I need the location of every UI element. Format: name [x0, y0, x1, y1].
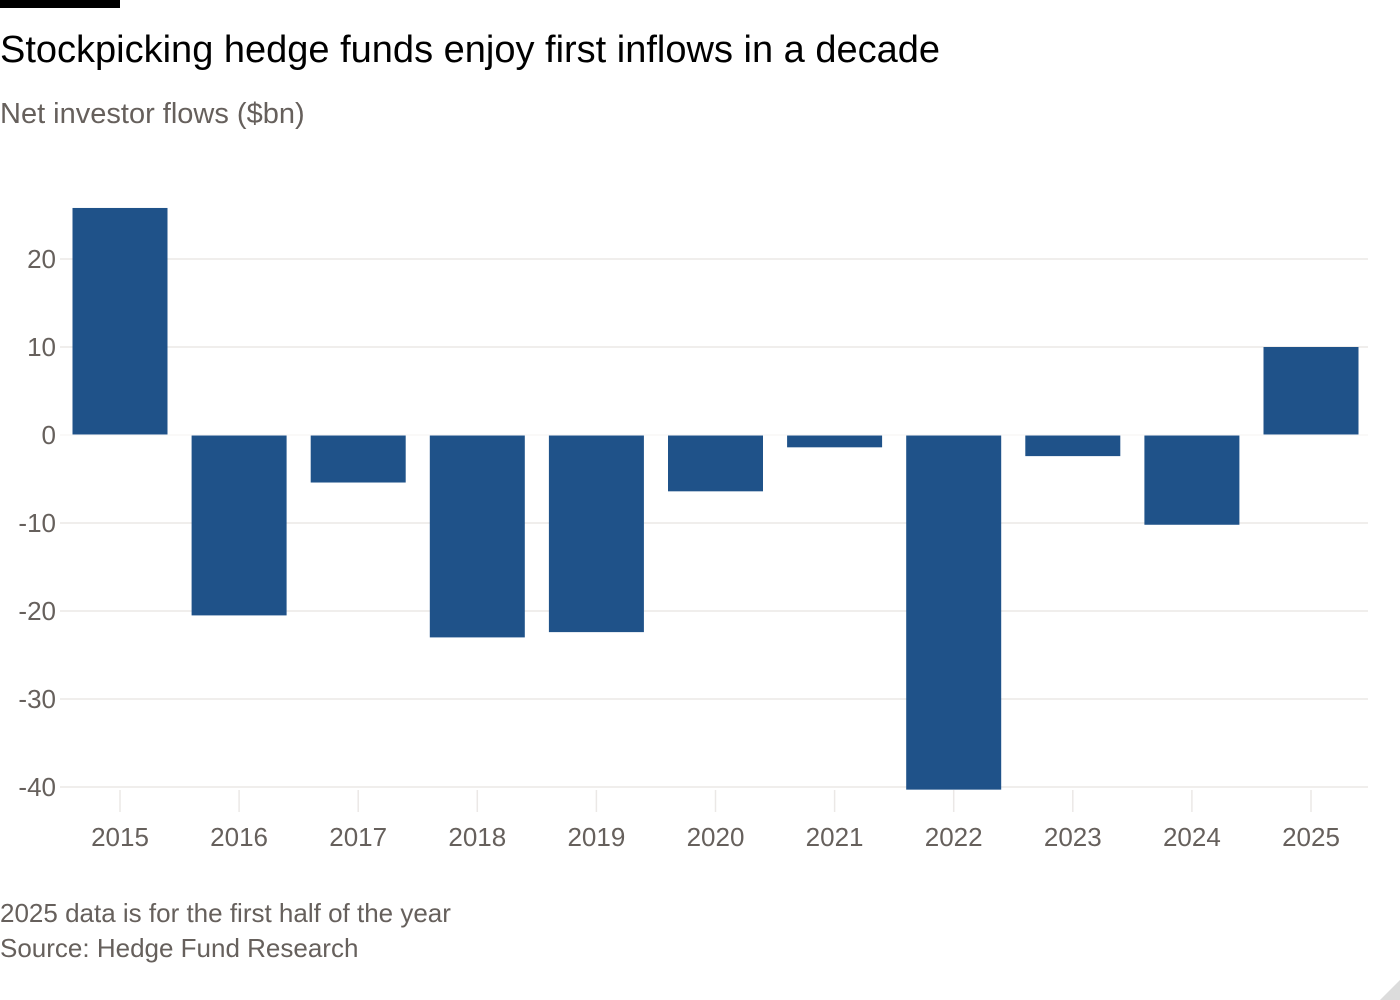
- bar-2018: [429, 435, 525, 638]
- y-tick-label: 10: [27, 332, 56, 362]
- bar-2019: [548, 435, 644, 633]
- chart-subtitle: Net investor flows ($bn): [0, 98, 305, 130]
- bar-2021: [787, 435, 883, 448]
- bar-2024: [1144, 435, 1240, 525]
- x-tick-label: 2023: [1044, 822, 1102, 852]
- corner-mark: [1380, 980, 1400, 1000]
- y-tick-label: -10: [18, 508, 56, 538]
- x-tick-label: 2021: [806, 822, 864, 852]
- y-tick-label: -20: [18, 596, 56, 626]
- y-tick-label: -40: [18, 772, 56, 802]
- chart-source: Source: Hedge Fund Research: [0, 933, 359, 963]
- bar-2017: [310, 435, 406, 483]
- x-tick-label: 2019: [567, 822, 625, 852]
- chart-note: 2025 data is for the first half of the y…: [0, 898, 451, 928]
- y-tick-label: -30: [18, 684, 56, 714]
- bar-2022: [906, 435, 1002, 790]
- axes: 20 10 0 -10 -20 -30 -40 2015 2016 2017 2018 2019 202…: [18, 244, 1368, 852]
- y-tick-label: 20: [27, 244, 56, 274]
- x-tick-label: 2016: [210, 822, 268, 852]
- x-tick-label: 2018: [448, 822, 506, 852]
- bars: [72, 207, 1359, 790]
- bar-2015: [72, 207, 168, 435]
- bar-2016: [191, 435, 287, 616]
- x-tick-label: 2020: [687, 822, 745, 852]
- x-tick-label: 2015: [91, 822, 149, 852]
- chart-title: Stockpicking hedge funds enjoy first inf…: [0, 29, 940, 71]
- x-tick-label: 2025: [1282, 822, 1340, 852]
- x-tick-label: 2017: [329, 822, 387, 852]
- bar-2023: [1025, 435, 1121, 457]
- top-rule: [0, 0, 120, 8]
- y-tick-label: 0: [42, 420, 56, 450]
- bar-2020: [668, 435, 763, 492]
- x-tick-label: 2024: [1163, 822, 1221, 852]
- bar-2025: [1263, 347, 1359, 435]
- x-tick-label: 2022: [925, 822, 983, 852]
